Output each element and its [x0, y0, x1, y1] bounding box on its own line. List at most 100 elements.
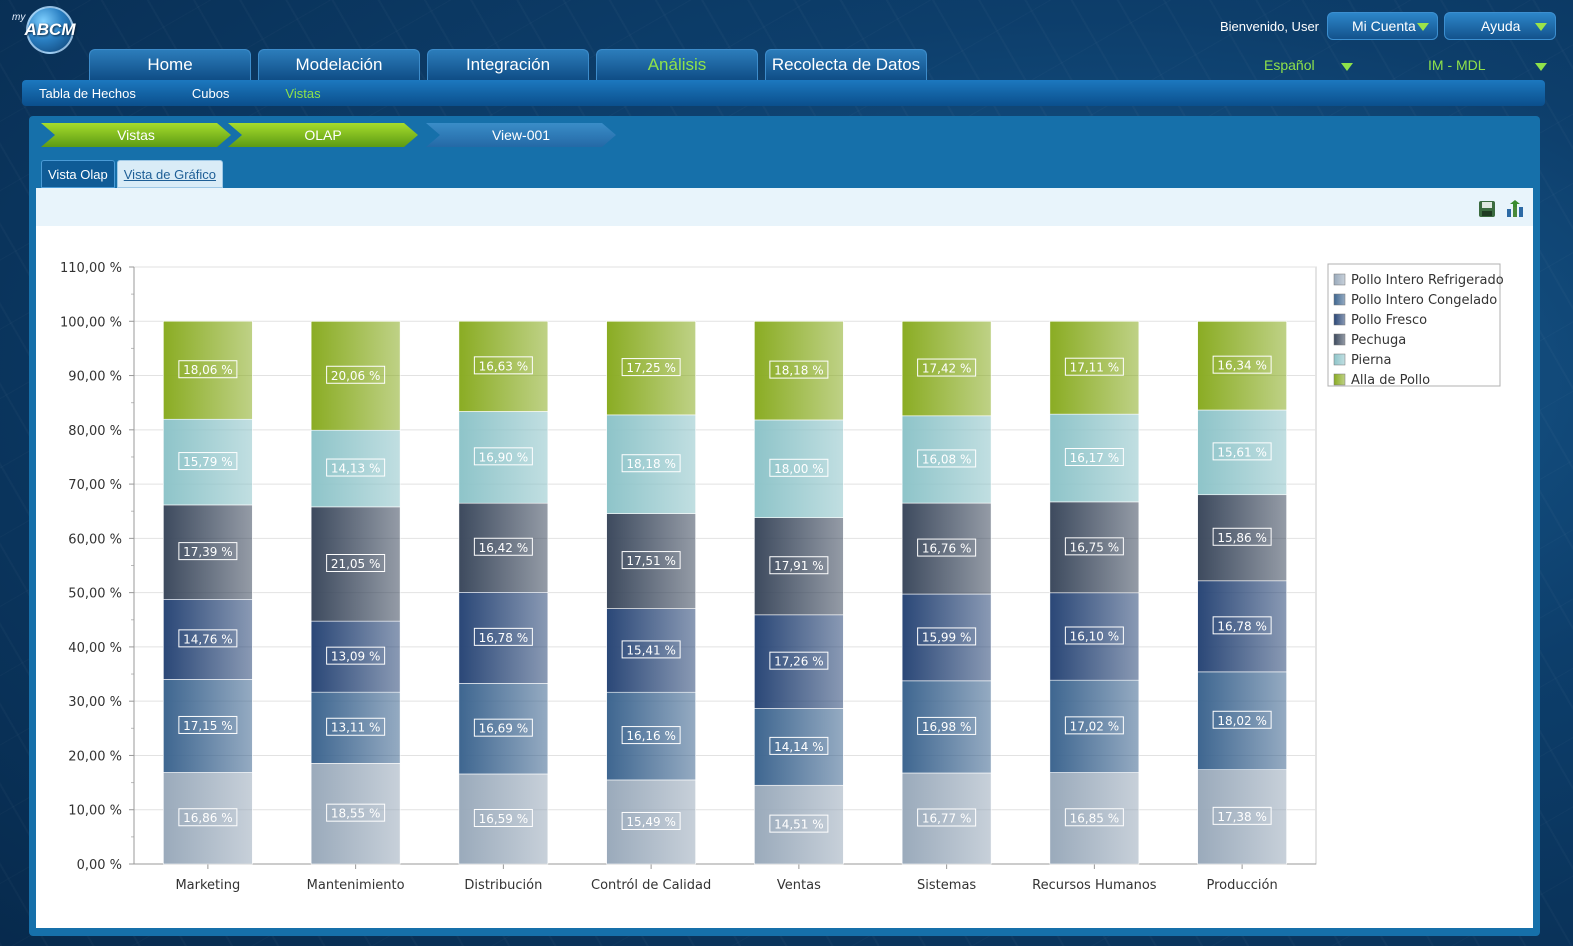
data-label-box	[473, 627, 533, 646]
nav-tab-modelacion[interactable]: Modelación	[258, 49, 420, 80]
legend-swatch	[1333, 293, 1346, 306]
bar-segment[interactable]	[1049, 679, 1140, 773]
chart-export-icon[interactable]	[1505, 199, 1525, 219]
bar-segment[interactable]	[1049, 320, 1140, 415]
stacked-bar-chart: 0,00 % 10,00 % 20,00 % 30,00 % 40,00 % 50,00 …	[36, 226, 1533, 926]
data-label: 16,78 %	[479, 631, 529, 645]
bar-segment[interactable]	[754, 320, 844, 421]
data-label: 20,06 %	[331, 369, 381, 383]
chevron-down-icon[interactable]	[1341, 63, 1353, 71]
data-label: 15,41 %	[626, 643, 676, 657]
data-label: 17,91 %	[774, 559, 824, 573]
data-label-box	[1064, 716, 1124, 735]
bar-segment[interactable]	[458, 773, 549, 865]
data-label-box	[473, 808, 533, 827]
view-tabs: Vista Olap Vista de Gráfico	[41, 160, 224, 188]
bar-segment[interactable]	[310, 691, 401, 764]
data-label-box	[917, 449, 977, 468]
data-label-box	[1064, 448, 1124, 467]
chevron-down-icon[interactable]	[1535, 63, 1547, 71]
bar-segment[interactable]	[458, 320, 549, 412]
data-label-box	[1212, 355, 1272, 374]
bar-segment[interactable]	[754, 614, 844, 709]
bar-segment[interactable]	[1197, 580, 1287, 673]
data-label-box	[1212, 710, 1272, 729]
bar-segment[interactable]	[458, 502, 549, 593]
data-label-box	[1212, 616, 1272, 635]
bar-segment[interactable]	[163, 418, 253, 506]
bar-segment[interactable]	[163, 504, 253, 600]
bar-segment[interactable]	[606, 691, 696, 781]
account-menu-button[interactable]: Mi Cuenta	[1327, 12, 1438, 40]
data-label: 16,75 %	[1070, 540, 1120, 554]
breadcrumb-vistas[interactable]: Vistas	[41, 123, 231, 147]
sub-nav-tabla-hechos[interactable]: Tabla de Hechos	[39, 85, 136, 101]
x-tick-label: Sistemas	[917, 878, 976, 893]
bar-segment[interactable]	[1049, 501, 1140, 594]
tab-vista-olap[interactable]: Vista Olap	[41, 160, 115, 188]
bar-segment[interactable]	[163, 679, 253, 773]
bar-segment[interactable]	[606, 414, 696, 514]
bar-segment[interactable]	[163, 772, 253, 865]
bar-segment[interactable]	[901, 593, 992, 682]
data-label-box	[1064, 357, 1124, 376]
bar-segment[interactable]	[1197, 321, 1287, 411]
data-label: 18,55 %	[331, 807, 381, 821]
nav-tab-recolecta[interactable]: Recolecta de Datos	[765, 49, 927, 80]
data-label-box	[178, 542, 238, 561]
data-label-box	[326, 646, 386, 665]
data-label: 14,51 %	[774, 818, 824, 832]
bar-segment[interactable]	[458, 592, 549, 684]
sub-nav-cubos[interactable]: Cubos	[191, 85, 230, 101]
bar-segment[interactable]	[754, 708, 844, 786]
y-tick-label: 20,00 %	[68, 749, 122, 764]
bar-segment[interactable]	[606, 320, 696, 416]
data-label-box	[1064, 808, 1124, 827]
nav-tab-integracion[interactable]: Integración	[427, 49, 589, 80]
bar-segment[interactable]	[754, 784, 844, 865]
bar-segment[interactable]	[1049, 592, 1140, 681]
data-label-box	[473, 718, 533, 737]
app-logo[interactable]: my ABCM	[10, 6, 80, 56]
breadcrumb-view[interactable]: View-001	[426, 123, 616, 147]
language-selector[interactable]: Español	[1264, 57, 1315, 73]
bar-segment[interactable]	[310, 321, 401, 431]
data-label-box	[769, 651, 829, 670]
bar-segment[interactable]	[1197, 494, 1287, 582]
bar-segment[interactable]	[606, 513, 696, 609]
nav-tab-analisis[interactable]: Análisis	[596, 49, 758, 80]
breadcrumb-olap[interactable]: OLAP	[228, 123, 418, 147]
model-selector[interactable]: IM - MDL	[1428, 57, 1486, 73]
bar-segment[interactable]	[458, 411, 549, 504]
legend-label: Pierna	[1351, 353, 1392, 368]
content-panel: Vistas OLAP View-001 Vista Olap Vista de…	[29, 116, 1540, 936]
data-label-box	[769, 458, 829, 477]
data-label-box	[917, 808, 977, 827]
bar-segment[interactable]	[458, 683, 549, 775]
data-label: 17,51 %	[626, 554, 676, 568]
bar-segment[interactable]	[1197, 671, 1287, 770]
save-icon[interactable]	[1477, 199, 1497, 219]
bar-segment[interactable]	[901, 680, 992, 774]
data-label-box	[326, 803, 386, 822]
help-menu-button[interactable]: Ayuda	[1444, 12, 1556, 40]
bar-segment[interactable]	[901, 415, 992, 504]
chart-svg: 0,00 % 10,00 % 20,00 % 30,00 % 40,00 % 50,00 …	[60, 261, 1504, 893]
bar-segment[interactable]	[606, 608, 696, 693]
chart-toolbar	[36, 188, 1533, 226]
bar-segment[interactable]	[901, 320, 992, 417]
bar-segment[interactable]	[163, 320, 253, 420]
logo-mark: ABCM	[25, 6, 76, 54]
data-label: 18,00 %	[774, 462, 824, 476]
nav-tab-home[interactable]: Home	[89, 49, 251, 80]
bar-segment[interactable]	[310, 506, 401, 622]
tab-vista-grafico[interactable]: Vista de Gráfico	[116, 160, 224, 188]
data-label-box	[326, 717, 386, 736]
bar-segment[interactable]	[901, 772, 992, 865]
bar-segment[interactable]	[310, 429, 401, 508]
bar-segment[interactable]	[754, 419, 844, 518]
bar-segment[interactable]	[1197, 409, 1287, 496]
sub-nav-vistas[interactable]: Vistas	[285, 85, 321, 101]
bar-segment[interactable]	[1197, 769, 1287, 865]
bar-segment[interactable]	[754, 517, 844, 616]
